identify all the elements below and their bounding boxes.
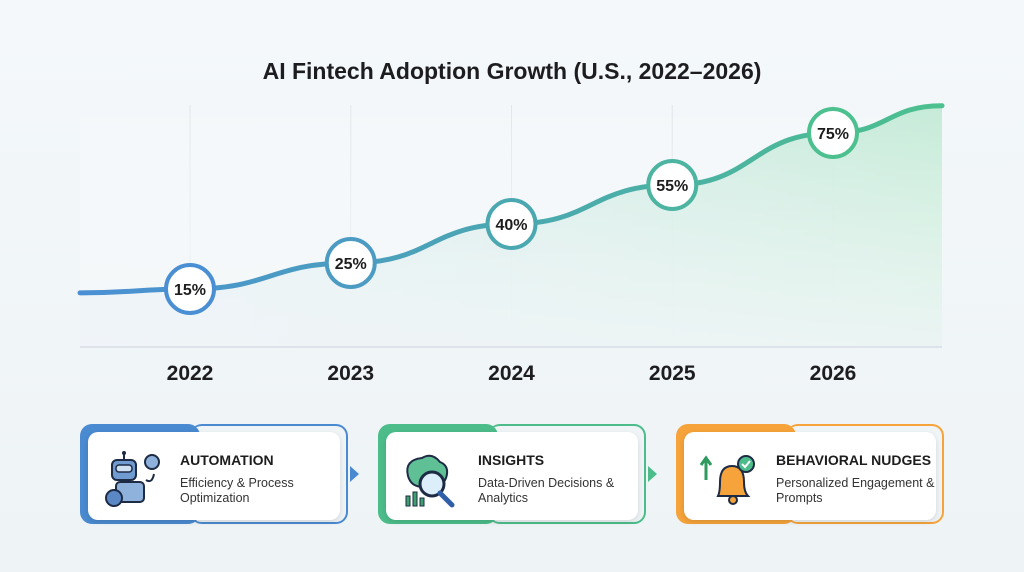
card-insights: INSIGHTS Data-Driven Decisions & Analyti… bbox=[378, 424, 646, 524]
card-title: AUTOMATION bbox=[180, 452, 274, 468]
data-point bbox=[646, 159, 699, 211]
x-tick-label: 2026 bbox=[810, 362, 857, 385]
data-label: 15% bbox=[174, 282, 206, 299]
brain-magnifier-chart-icon bbox=[405, 454, 455, 508]
card-title: BEHAVIORAL NUDGES bbox=[776, 452, 932, 468]
card-behavioral-nudges: BEHAVIORAL NUDGES Personalized Engagemen… bbox=[676, 424, 944, 524]
chart-title: AI Fintech Adoption Growth (U.S., 2022–2… bbox=[262, 58, 762, 84]
data-label: 25% bbox=[335, 256, 367, 273]
data-point bbox=[485, 198, 538, 250]
data-label: 55% bbox=[656, 178, 688, 195]
flow-arrow bbox=[648, 466, 657, 482]
x-tick-label: 2024 bbox=[488, 362, 535, 385]
card-subtitle: Efficiency & Process Optimization bbox=[180, 476, 294, 505]
data-point bbox=[164, 263, 216, 315]
robot-gear-icon bbox=[105, 451, 160, 507]
data-point bbox=[324, 237, 377, 289]
x-tick-label: 2022 bbox=[167, 362, 214, 385]
data-label: 75% bbox=[817, 126, 849, 143]
card-title: INSIGHTS bbox=[478, 452, 545, 468]
bell-check-icon bbox=[699, 455, 755, 505]
line-chart: 15% 2022 25% 2023 40% 2024 55% 2025 75% 2026 bbox=[77, 100, 945, 385]
card-subtitle: Data-Driven Decisions & Analytics bbox=[478, 476, 615, 505]
card-subtitle: Personalized Engagement & Prompts bbox=[776, 476, 935, 505]
data-point bbox=[807, 107, 859, 159]
card-automation: AUTOMATION Efficiency & Process Optimiza… bbox=[80, 424, 348, 524]
data-label: 40% bbox=[495, 217, 527, 234]
x-tick-label: 2025 bbox=[649, 362, 696, 385]
flow-arrow bbox=[350, 466, 359, 482]
x-tick-label: 2023 bbox=[327, 362, 374, 385]
